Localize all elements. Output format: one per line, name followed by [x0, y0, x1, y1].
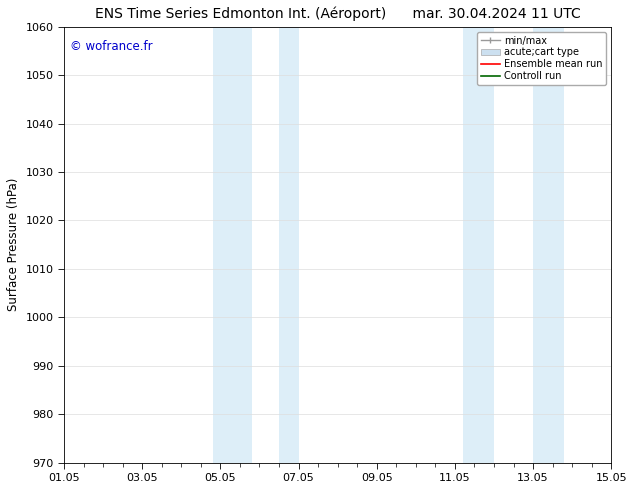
Bar [533, 27, 564, 463]
Legend: min/max, acute;cart type, Ensemble mean run, Controll run: min/max, acute;cart type, Ensemble mean … [477, 32, 606, 85]
Text: © wofrance.fr: © wofrance.fr [70, 40, 152, 53]
Title: ENS Time Series Edmonton Int. (Aéroport)      mar. 30.04.2024 11 UTC: ENS Time Series Edmonton Int. (Aéroport)… [94, 7, 581, 22]
Bar [212, 27, 252, 463]
Bar [463, 27, 494, 463]
Y-axis label: Surface Pressure (hPa): Surface Pressure (hPa) [7, 178, 20, 312]
Bar [279, 27, 299, 463]
